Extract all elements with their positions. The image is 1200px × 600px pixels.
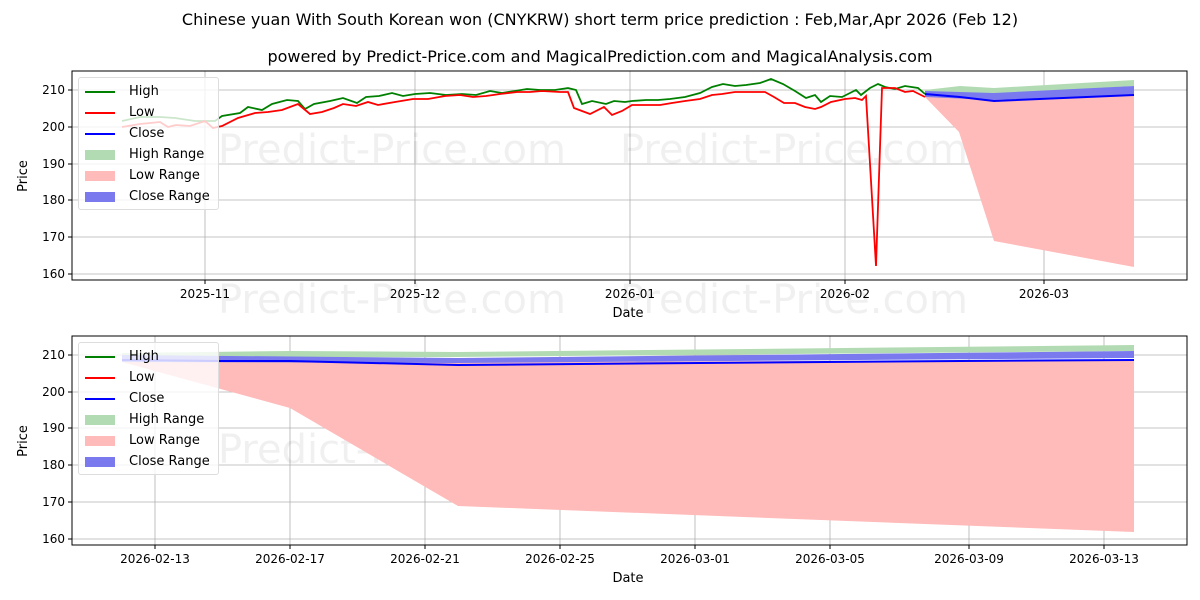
bottom-close-line [121, 359, 1135, 367]
legend-label: High Range [129, 412, 205, 427]
legend-swatch-low [85, 111, 115, 114]
legend-item-close: Close [85, 388, 210, 409]
bottom-legend: High Low Close High Range Low Range Clos… [78, 342, 219, 475]
y-tick-label: 180 [42, 458, 65, 472]
y-tick-label: 210 [42, 348, 65, 362]
y-tick-label: 180 [42, 193, 65, 207]
x-tick-label: 2026-01 [605, 287, 655, 301]
legend-label: Low Range [129, 168, 200, 183]
legend-label: High [129, 84, 159, 99]
bottom-high-range [122, 345, 1134, 358]
y-tick-label: 160 [42, 267, 65, 281]
top-high-range [925, 80, 1134, 94]
legend-swatch-close-range [85, 191, 115, 202]
legend-label: High Range [129, 147, 205, 162]
x-tick-label: 2026-03-13 [1069, 552, 1139, 566]
legend-label: High [129, 349, 159, 364]
legend-swatch-close-range [85, 456, 115, 467]
legend-label: Low Range [129, 433, 200, 448]
y-tick-label: 200 [42, 120, 65, 134]
legend-swatch-high-range [85, 414, 115, 425]
y-tick-label: 200 [42, 385, 65, 399]
legend-item-close: Close [85, 123, 210, 144]
legend-label: Close [129, 126, 165, 141]
bottom-close-range [122, 351, 1134, 363]
legend-swatch-high-range [85, 149, 115, 160]
legend-swatch-close [85, 132, 115, 135]
watermark: Predict-Price.com [620, 127, 968, 173]
top-x-axis-label: Date [612, 306, 643, 321]
x-tick-label: 2026-03 [1019, 287, 1069, 301]
x-tick-label: 2026-03-01 [660, 552, 730, 566]
legend-swatch-low-range [85, 435, 115, 446]
bottom-y-ticks: 210 200 190 180 170 160 [42, 348, 72, 546]
top-y-ticks: 210 200 190 180 170 160 [42, 83, 72, 281]
watermark: Predict-Price.com [218, 127, 566, 173]
legend-swatch-high [85, 90, 115, 93]
legend-item-low-range: Low Range [85, 165, 210, 186]
bottom-x-axis-label: Date [612, 571, 643, 586]
top-legend: High Low Close High Range Low Range Clos… [78, 77, 219, 210]
bottom-chart: Predict-Price.com Predict-Price.com 210 … [16, 335, 1188, 586]
legend-label: Close [129, 391, 165, 406]
x-tick-label: 2026-02-17 [255, 552, 325, 566]
y-tick-label: 210 [42, 83, 65, 97]
legend-item-high-range: High Range [85, 144, 210, 165]
x-tick-label: 2026-03-09 [934, 552, 1004, 566]
legend-item-low: Low [85, 102, 210, 123]
y-tick-label: 170 [42, 230, 65, 244]
x-tick-label: 2026-02-25 [525, 552, 595, 566]
bottom-plot-frame [71, 335, 1188, 546]
x-tick-label: 2025-12 [390, 287, 440, 301]
legend-swatch-low [85, 376, 115, 379]
top-y-axis-label: Price [16, 160, 31, 192]
legend-label: Low [129, 105, 155, 120]
legend-item-high: High [85, 346, 210, 367]
x-tick-label: 2026-02 [820, 287, 870, 301]
y-tick-label: 170 [42, 495, 65, 509]
legend-item-low: Low [85, 367, 210, 388]
legend-item-high-range: High Range [85, 409, 210, 430]
top-low-line [121, 87, 926, 267]
top-high-line [121, 78, 926, 122]
top-x-ticks: 2025-11 2025-12 2026-01 2026-02 2026-03 [180, 280, 1069, 301]
legend-item-high: High [85, 81, 210, 102]
chart-title: Chinese yuan With South Korean won (CNYK… [181, 10, 1019, 29]
bottom-x-ticks: 2026-02-13 2026-02-17 2026-02-21 2026-02… [120, 545, 1139, 566]
legend-item-close-range: Close Range [85, 451, 210, 472]
legend-item-low-range: Low Range [85, 430, 210, 451]
x-tick-label: 2026-02-13 [120, 552, 190, 566]
legend-label: Close Range [129, 454, 210, 469]
x-tick-label: 2026-03-05 [795, 552, 865, 566]
chart-subtitle: powered by Predict-Price.com and Magical… [267, 47, 933, 66]
x-tick-label: 2025-11 [180, 287, 230, 301]
top-close-line [924, 93, 1135, 103]
legend-swatch-high [85, 355, 115, 358]
y-tick-label: 160 [42, 532, 65, 546]
y-tick-label: 190 [42, 157, 65, 171]
top-low-range [925, 95, 1134, 267]
bottom-y-axis-label: Price [16, 425, 31, 457]
legend-swatch-low-range [85, 170, 115, 181]
legend-label: Close Range [129, 189, 210, 204]
legend-label: Low [129, 370, 155, 385]
legend-item-close-range: Close Range [85, 186, 210, 207]
legend-swatch-close [85, 397, 115, 400]
top-chart: Predict-Price.com Predict-Price.com Pred… [16, 70, 1188, 323]
watermark: Predict-Price.com [218, 277, 566, 323]
x-tick-label: 2026-02-21 [390, 552, 460, 566]
watermark: Predict-Price.com [620, 277, 968, 323]
bottom-low-range [122, 360, 1134, 532]
y-tick-label: 190 [42, 421, 65, 435]
